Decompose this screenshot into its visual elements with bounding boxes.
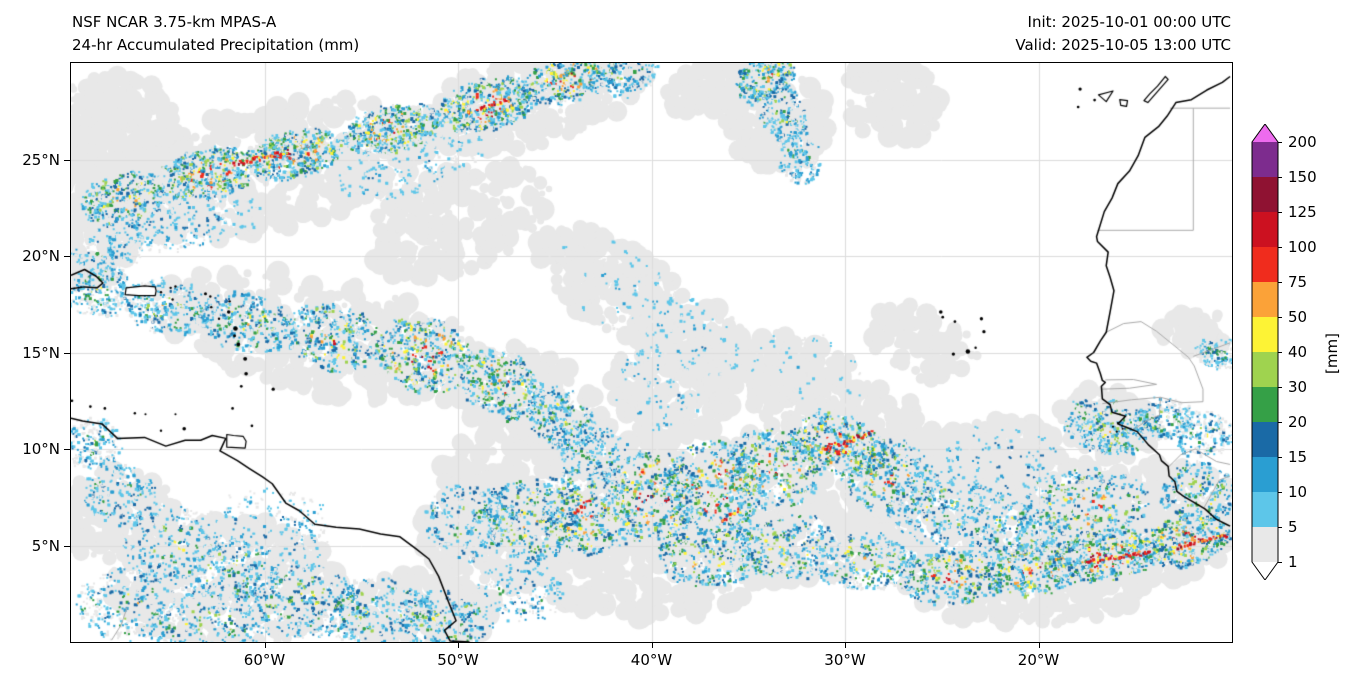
lat-tick-label: 10°N	[22, 440, 60, 458]
plot-title-line2: 24-hr Accumulated Precipitation (mm)	[72, 36, 360, 54]
colorbar-tick-mark	[1278, 422, 1282, 423]
colorbar-tick-label: 50	[1288, 308, 1308, 326]
colorbar-tick-mark	[1278, 317, 1282, 318]
colorbar	[1250, 123, 1280, 581]
colorbar-tick-label: 125	[1288, 203, 1317, 221]
lon-tick-mark	[264, 642, 266, 648]
colorbar-tick-label: 10	[1288, 483, 1308, 501]
colorbar-units-label: [mm]	[1323, 333, 1341, 374]
colorbar-tick-mark	[1278, 387, 1282, 388]
colorbar-svg	[1251, 123, 1279, 581]
map-canvas	[71, 63, 1232, 642]
map-area	[70, 62, 1233, 643]
colorbar-tick-label: 75	[1288, 273, 1308, 291]
lon-tick-mark	[845, 642, 846, 648]
colorbar-tick-mark	[1278, 177, 1282, 178]
lon-tick-label: 30°W	[824, 651, 866, 669]
lat-tick-mark	[64, 449, 70, 450]
colorbar-tick-label: 100	[1288, 238, 1317, 256]
lat-tick-label: 25°N	[22, 150, 60, 169]
colorbar-tick-label: 30	[1288, 378, 1308, 396]
lon-tick-mark	[458, 642, 459, 648]
lat-tick-mark	[64, 352, 70, 354]
plot-title-line1: NSF NCAR 3.75-km MPAS-A	[72, 13, 277, 31]
lat-tick-label: 15°N	[22, 343, 60, 362]
colorbar-tick-mark	[1278, 457, 1282, 458]
colorbar-tick-label: 150	[1288, 168, 1317, 186]
lat-tick-label: 20°N	[22, 247, 60, 265]
colorbar-tick-label: 20	[1288, 413, 1308, 431]
lon-tick-label: 20°W	[1017, 651, 1060, 669]
colorbar-tick-mark	[1278, 282, 1282, 283]
lat-tick-mark	[64, 256, 70, 257]
lon-tick-label: 60°W	[243, 651, 286, 669]
lon-tick-label: 50°W	[437, 651, 479, 669]
valid-time-label: Valid: 2025-10-05 13:00 UTC	[1015, 36, 1231, 54]
lon-tick-mark	[651, 642, 653, 648]
lat-tick-label: 5°N	[31, 536, 60, 555]
colorbar-tick-mark	[1278, 212, 1282, 213]
lon-tick-mark	[1038, 642, 1040, 648]
colorbar-tick-mark	[1278, 352, 1282, 353]
lat-tick-mark	[64, 545, 70, 547]
colorbar-tick-label: 5	[1288, 518, 1298, 536]
lon-tick-label: 40°W	[630, 651, 673, 669]
colorbar-tick-label: 40	[1288, 343, 1308, 361]
init-time-label: Init: 2025-10-01 00:00 UTC	[1027, 13, 1231, 31]
colorbar-tick-label: 200	[1288, 133, 1317, 151]
colorbar-tick-mark	[1278, 142, 1282, 143]
colorbar-tick-label: 1	[1288, 553, 1298, 571]
colorbar-tick-mark	[1278, 527, 1282, 528]
colorbar-tick-mark	[1278, 247, 1282, 248]
colorbar-tick-mark	[1278, 562, 1282, 563]
colorbar-tick-mark	[1278, 492, 1282, 493]
lat-tick-mark	[64, 159, 70, 161]
colorbar-tick-label: 15	[1288, 448, 1308, 466]
